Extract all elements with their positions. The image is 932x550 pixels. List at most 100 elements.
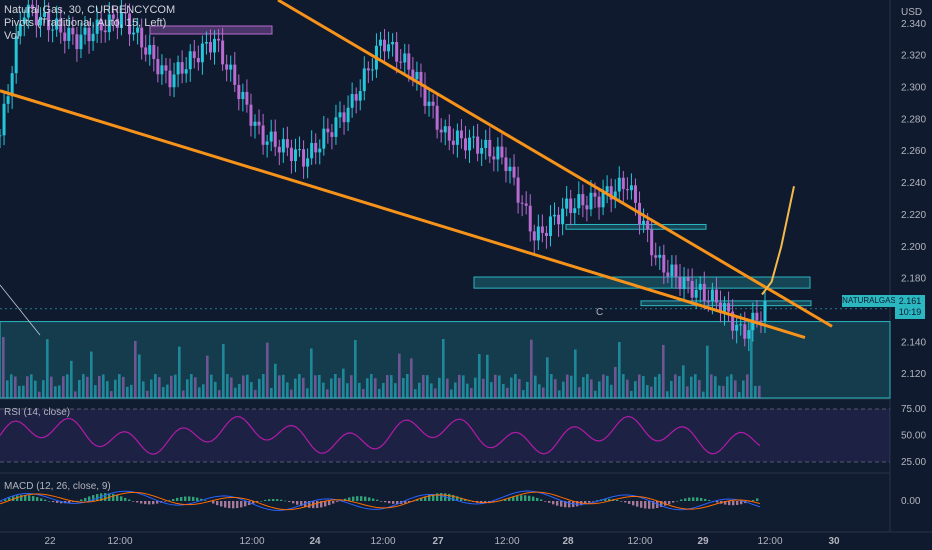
volume-bar: [746, 374, 749, 398]
candle-body: [553, 214, 557, 217]
time-tick: 12:00: [757, 536, 782, 547]
macd-histogram-bar: [328, 501, 331, 506]
candle-body: [144, 47, 148, 55]
volume-bar: [630, 390, 633, 398]
candle-body: [241, 91, 245, 100]
volume-bar: [678, 376, 681, 398]
macd-histogram-bar: [716, 501, 719, 503]
macd-histogram-bar: [396, 501, 399, 505]
candle-body: [650, 229, 654, 256]
volume-bar: [154, 374, 157, 398]
volume-bar: [166, 384, 169, 398]
macd-histogram-bar: [300, 501, 303, 507]
price-tick: 2.260: [901, 146, 926, 157]
volume-bar: [66, 374, 69, 398]
volume-bar: [106, 381, 109, 398]
volume-bar: [134, 340, 137, 398]
candle-body: [43, 12, 47, 17]
volume-bar: [338, 378, 341, 398]
volume-bar: [422, 374, 425, 398]
candle-body: [573, 208, 577, 214]
volume-bar: [518, 379, 521, 398]
macd-histogram-bar: [204, 500, 207, 501]
volume-bar: [694, 374, 697, 398]
macd-histogram-bar: [704, 498, 707, 501]
macd-histogram-bar: [236, 501, 239, 509]
candle-body: [670, 264, 674, 277]
macd-histogram-bar: [436, 493, 439, 501]
volume-bar: [470, 388, 473, 398]
candle-body: [75, 34, 79, 50]
pivots-legend[interactable]: Pivots (Traditional, Auto, 15, Left): [4, 17, 167, 29]
volume-bar: [130, 384, 133, 398]
candle-body: [702, 283, 706, 302]
rsi-legend[interactable]: RSI (14, close): [4, 407, 71, 418]
candle-body: [245, 91, 249, 105]
macd-histogram-bar: [352, 496, 355, 501]
candle-body: [544, 232, 548, 236]
volume-bar: [658, 374, 661, 398]
candle-body: [249, 104, 253, 126]
volume-bar: [170, 375, 173, 398]
macd-histogram-bar: [616, 499, 619, 501]
candle-body: [30, 4, 34, 9]
candle-body: [119, 12, 123, 29]
volume-bar: [622, 374, 625, 398]
volume-bar: [490, 382, 493, 398]
price-tick: 2.300: [901, 83, 926, 94]
candle-body: [617, 177, 621, 192]
volume-bar: [474, 377, 477, 398]
candle-body: [496, 146, 500, 160]
candle-body: [184, 69, 188, 74]
candle-body: [492, 156, 496, 160]
candle-body: [387, 44, 391, 52]
macd-histogram-bar: [192, 496, 195, 501]
support-zone: [565, 223, 707, 230]
macd-histogram-bar: [688, 497, 691, 501]
volume-legend[interactable]: Vol: [4, 30, 20, 42]
candle-body: [476, 136, 480, 154]
macd-histogram-bar: [0, 501, 3, 502]
macd-histogram-bar: [692, 497, 695, 501]
candle-body: [306, 158, 310, 167]
volume-bar: [738, 391, 741, 398]
candle-body: [698, 283, 702, 290]
volume-bar: [370, 374, 373, 398]
candle-body: [176, 62, 180, 75]
macd-histogram-bar: [640, 501, 643, 508]
price-tick: 2.140: [901, 337, 926, 348]
candle-body: [314, 142, 318, 153]
volume-bar: [562, 381, 565, 398]
macd-histogram-bar: [112, 493, 115, 501]
bar-countdown: 10:19: [898, 307, 922, 317]
candle-body: [480, 148, 484, 154]
volume-bar: [742, 380, 745, 398]
volume-bar: [94, 385, 97, 398]
macd-histogram-bar: [164, 501, 167, 502]
candle-body: [200, 43, 204, 63]
volume-bar: [274, 363, 277, 398]
macd-legend[interactable]: MACD (12, 26, close, 9): [4, 481, 111, 492]
symbol-legend[interactable]: Natural Gas, 30, CURRENCYCOM: [4, 4, 176, 16]
volume-bar: [334, 374, 337, 398]
rsi-tick: 50.00: [901, 431, 926, 442]
pivot-level: [149, 25, 273, 35]
candle-body: [136, 27, 140, 33]
volume-bar: [418, 382, 421, 398]
rsi-tick: 75.00: [901, 404, 926, 415]
macd-histogram-bar: [40, 498, 43, 501]
macd-histogram-bar: [52, 501, 55, 503]
candle-body: [439, 129, 443, 133]
macd-histogram-bar: [608, 498, 611, 501]
macd-histogram-bar: [632, 501, 635, 506]
volume-bar: [674, 374, 677, 398]
candle-body: [26, 4, 30, 18]
volume-bar: [146, 390, 149, 398]
candle-body: [540, 226, 544, 233]
macd-histogram-bar: [456, 496, 459, 501]
macd-histogram-bar: [468, 500, 471, 502]
candle-body: [87, 27, 91, 42]
volume-bar: [594, 390, 597, 398]
